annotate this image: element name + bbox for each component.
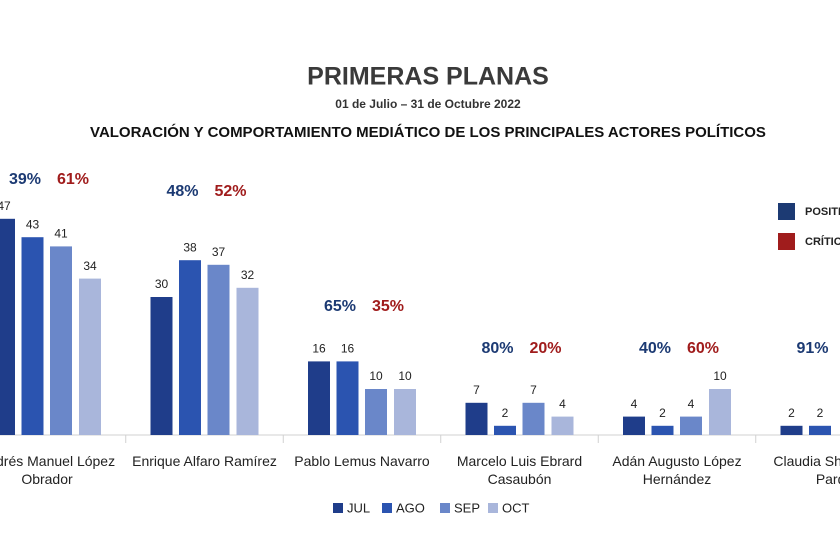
category-label: Enrique Alfaro Ramírez <box>132 453 277 469</box>
category-label: Adán Augusto López Hernández <box>612 453 742 487</box>
bar <box>207 264 230 435</box>
value-label: 7 <box>473 383 480 397</box>
legend-swatch <box>778 203 795 220</box>
annotation-label: 91% <box>796 340 828 357</box>
chart-title: PRIMERAS PLANAS <box>307 63 549 91</box>
bar <box>623 416 645 435</box>
value-label: 10 <box>369 369 383 383</box>
bar <box>236 287 259 435</box>
value-label: 2 <box>502 406 509 420</box>
bar <box>179 260 201 435</box>
annotation-label: 65% <box>324 298 356 315</box>
bar <box>365 389 387 435</box>
annotation-label: 61% <box>57 171 89 188</box>
value-label: 4 <box>559 397 566 411</box>
value-label: 37 <box>212 245 226 259</box>
category-label: Andrés Manuel López Obrador <box>0 453 116 487</box>
category-label: Claudia Sheinbaum Pardo <box>773 453 840 487</box>
value-label: 34 <box>83 259 97 273</box>
category-label: Pablo Lemus Navarro <box>294 453 430 469</box>
value-label: 2 <box>659 406 666 420</box>
legend-swatch <box>440 503 450 513</box>
value-label: 38 <box>183 240 197 254</box>
legend-swatch <box>382 503 392 513</box>
bar <box>494 425 516 435</box>
chart-subtitle: 01 de Julio – 31 de Octubre 2022 <box>335 97 521 111</box>
value-label: 7 <box>530 383 537 397</box>
legend-label: JUL <box>347 500 370 515</box>
value-label: 16 <box>312 342 326 356</box>
value-label: 30 <box>155 277 169 291</box>
annotation-label: 48% <box>166 183 198 200</box>
annotation-label: 40% <box>639 340 671 357</box>
annotation-label: 60% <box>687 340 719 357</box>
legend-swatch <box>778 233 795 250</box>
bar <box>0 218 15 435</box>
chart-heading: VALORACIÓN Y COMPORTAMIENTO MEDIÁTICO DE… <box>90 123 766 141</box>
bar <box>651 425 674 435</box>
legend-label: OCT <box>502 500 530 515</box>
value-label: 4 <box>688 397 695 411</box>
legend-swatch <box>333 503 343 513</box>
category-label: Marcelo Luis Ebrard Casaubón <box>456 453 583 487</box>
bar <box>551 416 574 435</box>
value-label: 43 <box>26 217 40 231</box>
bar <box>709 389 731 435</box>
bar <box>680 416 702 435</box>
bar <box>465 402 488 435</box>
legend-label: SEP <box>454 500 480 515</box>
bar <box>150 297 173 435</box>
legend-swatch <box>488 503 498 513</box>
bar <box>394 389 416 435</box>
value-label: 32 <box>241 268 255 282</box>
bar <box>809 425 831 435</box>
bar <box>522 402 545 435</box>
bar <box>21 237 44 435</box>
value-label: 10 <box>713 369 727 383</box>
value-label: 4 <box>631 397 638 411</box>
value-label: 2 <box>817 406 824 420</box>
bar <box>79 278 101 435</box>
legend-label: CRÍTICA <box>805 235 840 248</box>
value-label: 47 <box>0 199 11 213</box>
legend-label: AGO <box>396 500 425 515</box>
annotation-label: 52% <box>214 183 246 200</box>
value-label: 41 <box>54 227 68 241</box>
value-label: 2 <box>788 406 795 420</box>
annotation-label: 20% <box>529 340 561 357</box>
value-label: 10 <box>398 369 412 383</box>
annotation-label: 39% <box>9 171 41 188</box>
annotation-label: 80% <box>481 340 513 357</box>
bar <box>336 361 359 435</box>
bar <box>780 425 803 435</box>
bar <box>308 361 330 435</box>
annotation-label: 35% <box>372 298 404 315</box>
legend-label: POSITIVA <box>805 206 840 218</box>
value-label: 16 <box>341 342 355 356</box>
bar <box>50 246 72 435</box>
